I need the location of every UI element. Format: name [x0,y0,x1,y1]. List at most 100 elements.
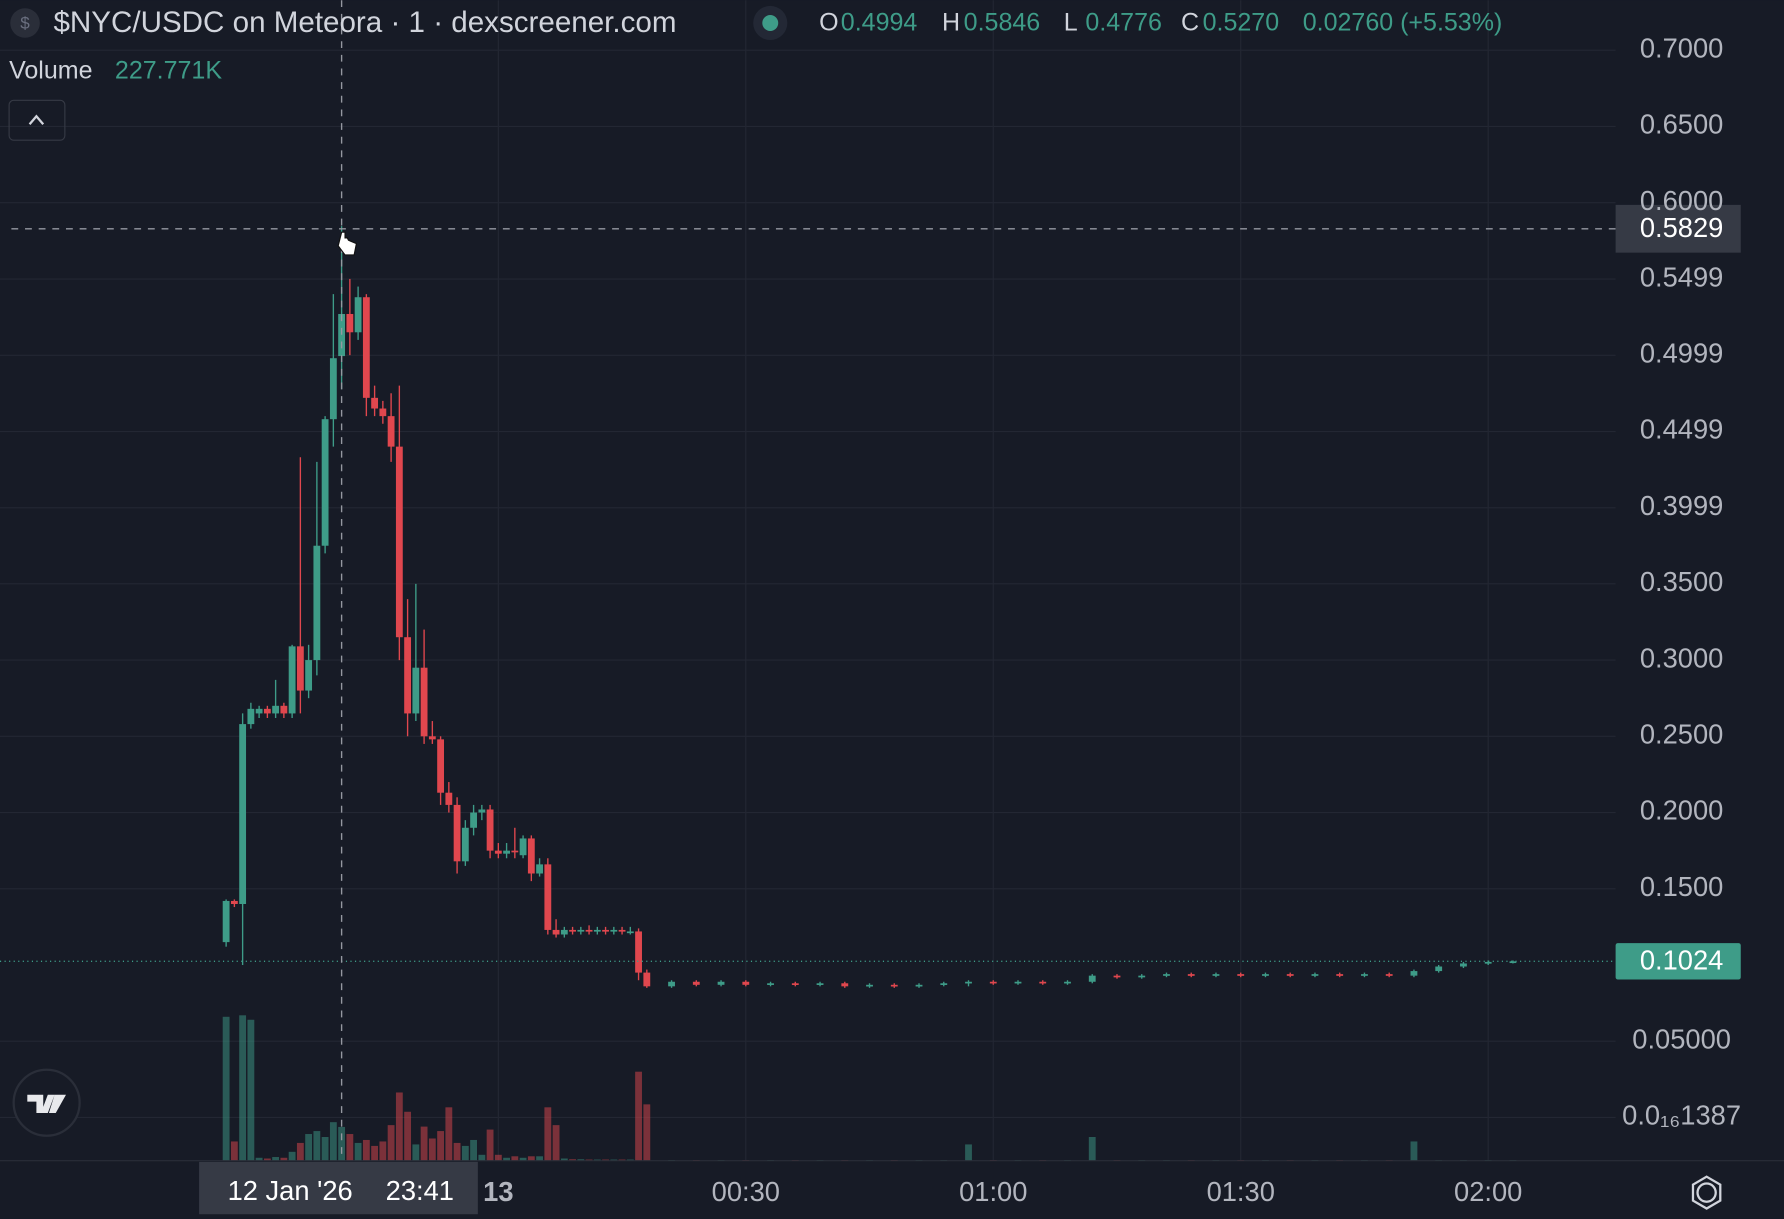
candle-body [230,900,238,905]
volume-bar [313,1131,321,1161]
candle-body [305,660,313,691]
candle-body [420,667,428,737]
volume-value: 227.771K [115,57,222,85]
y-tick-label: 0.4499 [1640,414,1724,445]
volume-bar [577,1159,585,1161]
candle-body [527,838,535,874]
volume-bar [296,1142,304,1161]
ohlc-label: C [1181,9,1199,37]
volume-bar [445,1107,453,1161]
candle-body [1336,974,1344,976]
candle-body [1088,975,1096,982]
candle-body [346,313,354,333]
volume-bar [222,1016,230,1161]
volume-bar [288,1151,296,1161]
candle-body [552,929,560,935]
x-tick-label: 02:00 [1454,1176,1522,1207]
volume-bar [1410,1141,1418,1161]
volume-bar [305,1134,313,1161]
candle-body [593,929,601,932]
candle-body [288,646,296,714]
candle-body [742,981,750,985]
candle-body [445,792,453,805]
y-tick-label: 0.5499 [1640,261,1724,292]
volume-bar [404,1111,412,1161]
volume-bar [420,1126,428,1161]
volume-title: Volume [9,57,92,85]
volume-bar [965,1144,972,1161]
candle-body [362,297,370,398]
candle-body [635,931,642,973]
volume-bar [263,1158,271,1161]
crosshair-price-label: 0.5829 [1640,212,1724,243]
candle-body [470,812,478,828]
volume-bar [428,1138,436,1161]
y-tick-label: 0.1500 [1640,871,1724,902]
volume-bar [569,1159,576,1161]
candle-body [1286,974,1294,976]
ohlc-label: O [819,9,838,37]
volume-bar [527,1156,535,1161]
volume-bar [486,1129,494,1161]
candle-body [536,864,543,874]
candle-body [263,708,271,714]
candle-body [1385,974,1393,976]
candle-body [1361,974,1368,976]
volume-bar [478,1154,486,1161]
candle-body [272,705,280,714]
candle-body [791,983,799,985]
candle-body [1138,975,1146,978]
volume-bar [643,1104,651,1161]
candle-body [511,850,519,853]
volume-bar [470,1139,478,1161]
candle-body [602,929,609,932]
candle-body [404,637,412,714]
candle-body [668,981,675,987]
candle-body [717,981,725,985]
candle-body [890,984,898,987]
candle-body [1484,961,1492,964]
candle-body [519,838,527,856]
candle-body [371,397,379,409]
candle-body [379,408,387,417]
grid [0,0,1616,1161]
volume-bar [395,1092,403,1161]
candle-body [940,983,948,985]
ohlc-label: L [1064,9,1078,37]
volume-bar [544,1107,552,1161]
candle-body [841,983,849,987]
token-icon [10,8,40,38]
x-tick-label: 01:00 [959,1176,1027,1207]
x-tick-label: 01:30 [1207,1176,1275,1207]
y-tick-label: 0.4999 [1640,338,1724,369]
change: 0.02760 (+5.53%) [1303,9,1503,37]
candle-body [494,850,502,854]
candle-body [866,984,873,987]
volume-bar [379,1141,387,1161]
crosshair-date-label: 12 Jan '26 [228,1175,353,1206]
candle-body [412,667,420,714]
settings-icon[interactable] [1696,1182,1717,1203]
candle-body [560,929,568,935]
y-tick-label: 0.3000 [1640,642,1724,673]
tradingview-logo-glyph [27,1094,66,1113]
candle-body [767,983,774,985]
candle-body [1435,966,1443,972]
y-tick-label: 0.05000 [1632,1023,1731,1054]
candle-body [428,736,436,740]
volume-bar [593,1159,601,1161]
candle-body [1113,975,1121,978]
volume-bar [552,1125,560,1161]
volume-bar [362,1139,370,1161]
last-price-label: 0.1024 [1640,945,1724,976]
candle-body [1039,981,1047,984]
volume-bar [329,1122,337,1161]
candle-body [1163,974,1170,976]
candle-body [437,739,445,793]
collapse-button[interactable] [8,99,66,141]
ohlc-value: 0.5846 [964,9,1041,37]
last-price-box [1615,943,1741,980]
volume-bar [585,1159,593,1161]
